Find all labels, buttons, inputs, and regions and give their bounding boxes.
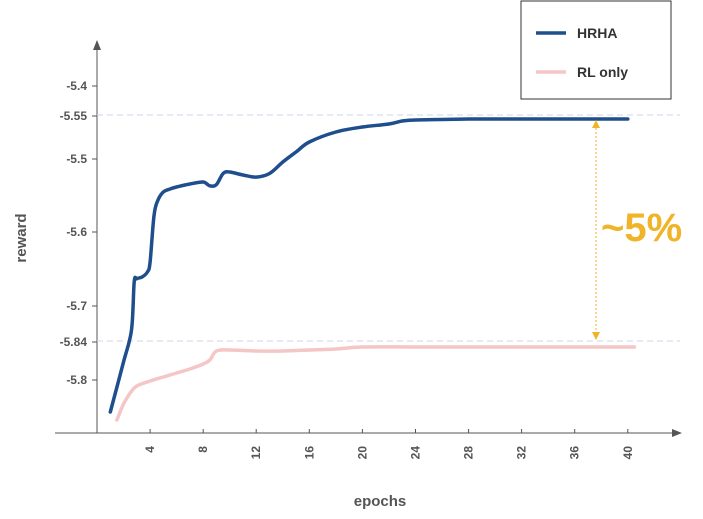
y-tick-label: -5.6 — [66, 225, 87, 239]
plot-area: -5.4 -5.55 -5.5 -5.6 -5.7 -5.84 -5.8 4 8 1… — [13, 40, 682, 510]
series-line-hrha — [108, 117, 630, 414]
x-tick-label: 32 — [515, 446, 529, 460]
x-axis-label: epochs — [354, 493, 407, 510]
x-axis-arrow-icon — [672, 429, 682, 437]
annotation-arrow-down-icon — [592, 332, 600, 340]
x-tick-label: 20 — [355, 446, 369, 460]
y-tick-label: -5.4 — [66, 79, 87, 93]
x-tick-label: 28 — [462, 446, 476, 460]
x-tick-label: 16 — [302, 446, 316, 460]
y-axis-arrow-icon — [93, 40, 101, 50]
y-tick-label: -5.55 — [60, 109, 88, 123]
x-tick-label: 12 — [249, 446, 263, 460]
x-tick-label: 4 — [143, 446, 157, 453]
x-tick-label: 24 — [409, 446, 423, 460]
legend-label-hrha: HRHA — [577, 25, 617, 41]
x-tick-label: 36 — [568, 446, 582, 460]
y-tick-labels: -5.4 -5.55 -5.5 -5.6 -5.7 -5.84 -5.8 — [60, 79, 88, 387]
y-tick-label: -5.7 — [66, 299, 87, 313]
x-tick-marks — [149, 429, 629, 433]
y-tick-label: -5.84 — [60, 335, 88, 349]
legend: HRHA RL only — [520, 0, 672, 100]
series-line-rl-only — [115, 345, 637, 422]
legend-label-rl-only: RL only — [577, 64, 628, 80]
annotation-label: ~5% — [601, 206, 682, 250]
x-tick-labels: 4 8 12 16 20 24 28 32 36 40 — [143, 446, 635, 460]
y-axis-label: reward — [13, 213, 30, 262]
annotation-arrow-up-icon — [592, 120, 600, 128]
y-tick-label: -5.5 — [66, 152, 87, 166]
legend-box — [520, 0, 672, 100]
y-tick-label: -5.8 — [66, 373, 87, 387]
x-tick-label: 40 — [621, 446, 635, 460]
x-tick-label: 8 — [196, 446, 210, 453]
y-tick-marks — [92, 85, 97, 381]
